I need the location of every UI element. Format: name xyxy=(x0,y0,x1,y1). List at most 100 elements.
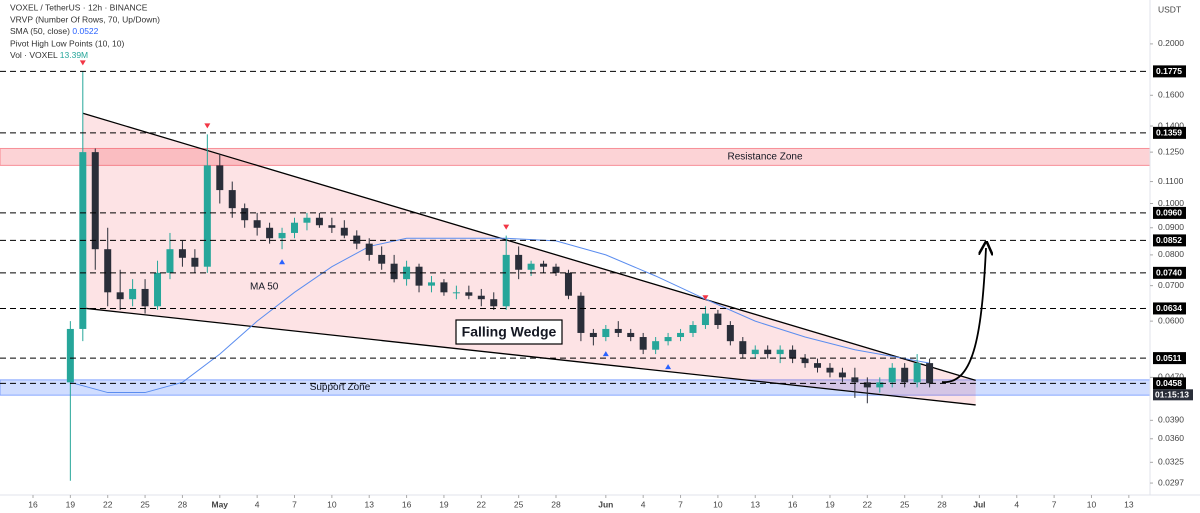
indicator-value: 0.0522 xyxy=(72,26,98,36)
candle-body xyxy=(216,165,224,191)
candle-body xyxy=(477,295,485,300)
pivot-low xyxy=(279,259,286,265)
candle-body xyxy=(440,282,448,293)
candle-body xyxy=(926,363,934,384)
candle-body xyxy=(253,220,261,228)
level-label: 0.0960 xyxy=(1156,208,1182,218)
plot-area: Resistance Zone Support Zone xyxy=(0,60,1151,481)
level-label: 0.0511 xyxy=(1156,353,1182,363)
y-tick-label: 0.1400 xyxy=(1158,120,1184,130)
y-tick-label: 0.1000 xyxy=(1158,198,1184,208)
y-tick-label: 0.0800 xyxy=(1158,249,1184,259)
candle-body xyxy=(166,249,174,273)
level-label-box xyxy=(1153,352,1186,365)
candle-body xyxy=(776,349,784,355)
x-tick-label: 4 xyxy=(1014,499,1019,509)
x-tick-label: 10 xyxy=(713,499,723,509)
pivot-high xyxy=(204,123,211,129)
level-label: 0.0852 xyxy=(1156,235,1182,245)
candle-body xyxy=(664,337,672,342)
indicator-name: SMA (50, close) xyxy=(10,26,70,36)
pivot-high xyxy=(503,224,510,230)
candle-body xyxy=(527,263,535,270)
candle-body xyxy=(241,208,249,221)
candle-body xyxy=(589,332,597,338)
countdown-box xyxy=(1153,389,1193,401)
x-tick-label: 13 xyxy=(1124,499,1134,509)
chart-title: VOXEL / TetherUS · 12h · BINANCE xyxy=(10,2,148,12)
candle-body xyxy=(564,272,572,296)
candle-body xyxy=(863,382,871,388)
candle-body xyxy=(751,349,759,355)
candle-body xyxy=(627,332,635,338)
candle-body xyxy=(714,313,722,326)
candle-body xyxy=(191,257,199,267)
candle-body xyxy=(365,243,373,255)
sma-line xyxy=(70,237,930,394)
y-tick-label: 0.0600 xyxy=(1158,315,1184,325)
level-label: 0.0634 xyxy=(1156,303,1182,313)
indicator-name: Pivot High Low Points (10, 10) xyxy=(10,38,125,48)
candle-body xyxy=(415,266,423,286)
candle-body xyxy=(390,263,398,280)
x-tick-label: 10 xyxy=(1087,499,1097,509)
candle-body xyxy=(652,341,660,350)
candle-body xyxy=(614,328,622,333)
x-tick-label: 28 xyxy=(937,499,947,509)
x-tick-label: 7 xyxy=(1052,499,1057,509)
pivot-high xyxy=(702,295,709,301)
candle-body xyxy=(154,272,162,307)
pattern-label: Falling Wedge xyxy=(462,324,557,340)
y-tick-label: 0.0297 xyxy=(1158,477,1184,487)
level-label-box xyxy=(1153,65,1186,78)
candle-body xyxy=(577,295,585,333)
level-label-box xyxy=(1153,234,1186,247)
x-tick-label: 19 xyxy=(825,499,835,509)
x-tick-label: 25 xyxy=(140,499,150,509)
candle-body xyxy=(303,217,311,223)
x-tick-label: 4 xyxy=(641,499,646,509)
candle-body xyxy=(540,263,548,267)
candle-body xyxy=(228,190,236,209)
candle-body xyxy=(340,227,348,236)
x-tick-label: 10 xyxy=(327,499,337,509)
wedge-line xyxy=(82,112,976,381)
countdown: 01:15:13 xyxy=(1155,390,1189,400)
y-tick-label: 0.1600 xyxy=(1158,90,1184,100)
x-tick-label: 13 xyxy=(751,499,761,509)
x-tick-label: 19 xyxy=(439,499,449,509)
candle-body xyxy=(701,313,709,326)
zone-label: Resistance Zone xyxy=(727,152,802,163)
x-tick-label: 7 xyxy=(678,499,683,509)
candle-body xyxy=(888,367,896,383)
candle-body xyxy=(876,382,884,388)
y-tick-label: 0.2000 xyxy=(1158,38,1184,48)
x-tick-label: Jun xyxy=(598,499,613,509)
candle-body xyxy=(677,332,685,338)
candle-body xyxy=(91,152,99,250)
y-tick-label: 0.0900 xyxy=(1158,222,1184,232)
x-tick-label: 16 xyxy=(28,499,38,509)
y-tick-label: 0.0360 xyxy=(1158,433,1184,443)
candle-body xyxy=(689,325,697,333)
candle-body xyxy=(465,292,473,296)
indicator-name: Vol · VOXEL 13.39M xyxy=(10,50,88,60)
level-label-box xyxy=(1153,266,1186,279)
candle-body xyxy=(826,367,834,373)
zone-label: Support Zone xyxy=(310,382,371,393)
x-tick-label: Jul xyxy=(973,499,985,509)
candle-body xyxy=(291,222,299,233)
y-tick-label: 0.0470 xyxy=(1158,372,1184,382)
pivot-high xyxy=(79,60,86,66)
candle-body xyxy=(515,254,523,270)
candle-body xyxy=(639,337,647,350)
candle-body xyxy=(901,367,909,383)
candle-body xyxy=(789,349,797,359)
candle-body xyxy=(452,292,460,294)
x-tick-label: 4 xyxy=(255,499,260,509)
candle-body xyxy=(104,249,112,293)
y-tick-label: 0.0325 xyxy=(1158,457,1184,467)
pivot-low xyxy=(602,351,609,357)
x-tick-label: 28 xyxy=(178,499,188,509)
